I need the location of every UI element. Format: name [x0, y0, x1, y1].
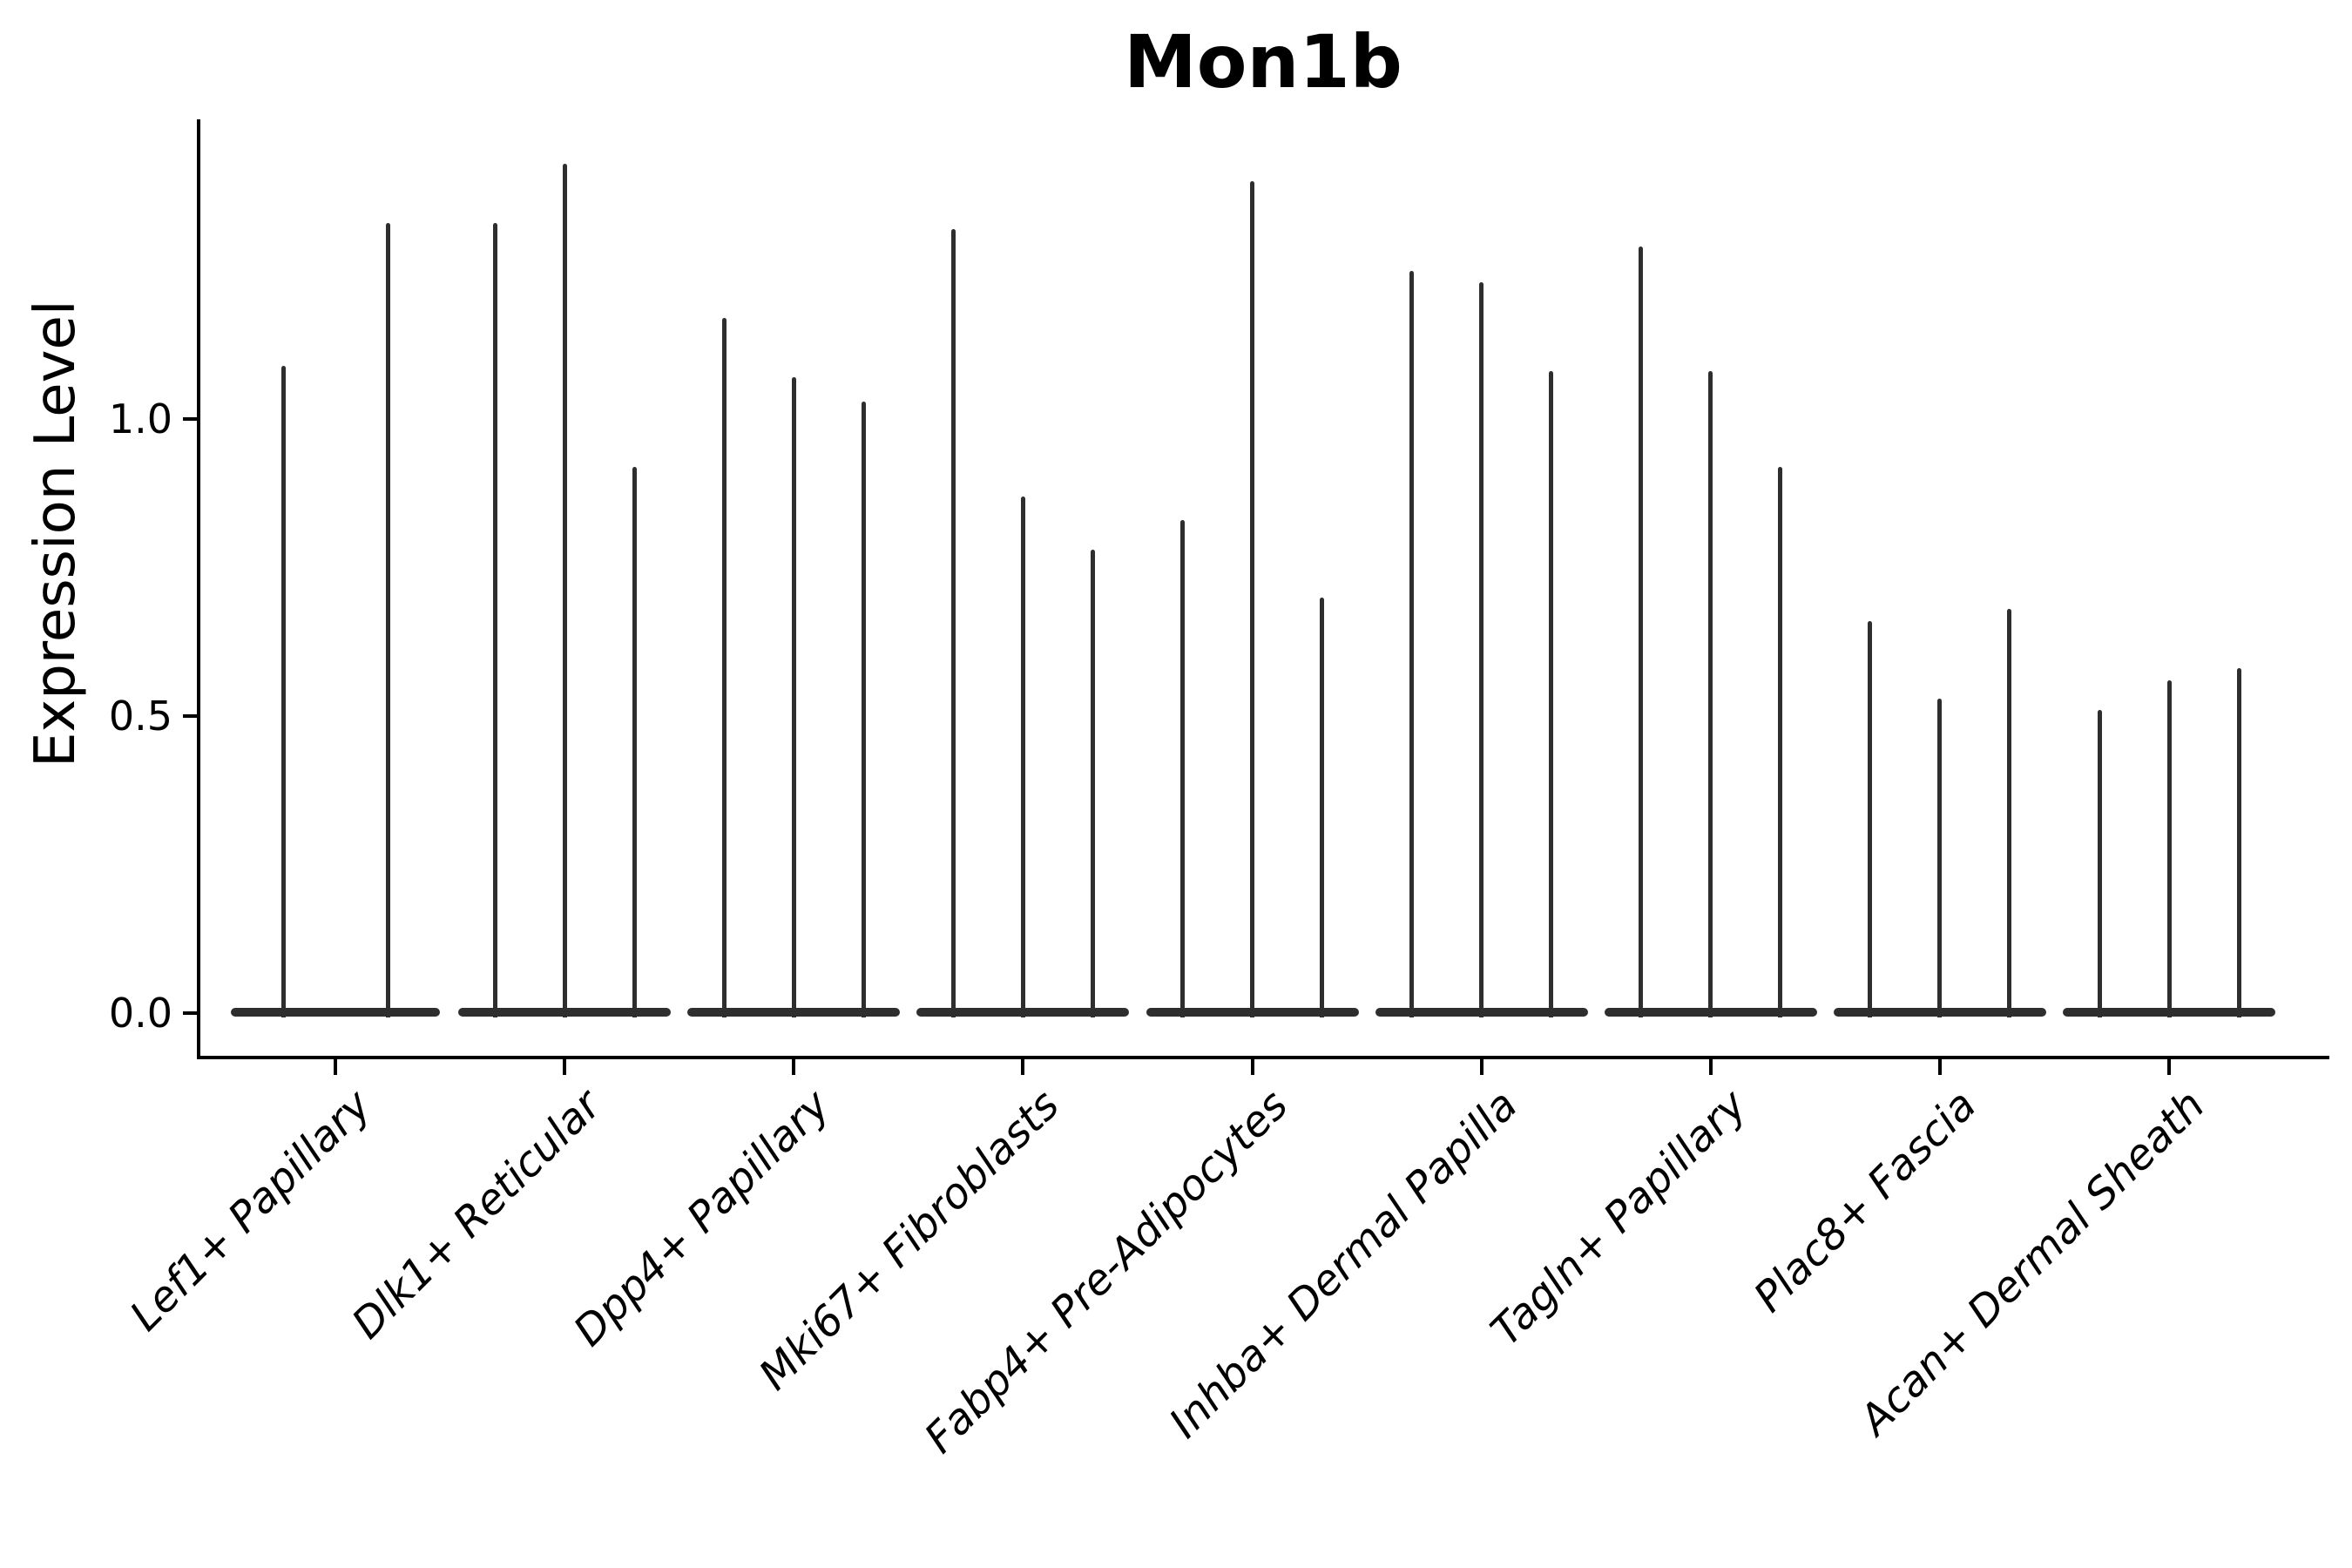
y-tick-mark [183, 1011, 199, 1015]
violin-spike [1708, 371, 1713, 1017]
x-tick-label: Plac8+ Fascia [1744, 1080, 1986, 1322]
x-tick-label: Lef1+ Papillary [121, 1080, 382, 1341]
violin-spike [861, 401, 866, 1017]
violin-spike [632, 466, 637, 1017]
violin-spike [721, 318, 727, 1017]
violin-spike [1639, 247, 1644, 1017]
violin-spike [2236, 668, 2241, 1017]
violin-spike [1020, 496, 1025, 1017]
x-tick-label: Tagln+ Papillary [1481, 1080, 1756, 1355]
y-tick-label: 1.0 [108, 395, 172, 443]
x-tick-label: Dpp4+ Papillary [564, 1080, 840, 1356]
violin-base [231, 1008, 440, 1017]
x-tick-mark [334, 1059, 337, 1075]
x-tick-mark [1937, 1059, 1942, 1075]
y-tick-label: 0.5 [108, 693, 172, 740]
x-tick-label: Dlk1+ Reticular [342, 1080, 611, 1348]
violin-spike [1479, 282, 1484, 1017]
violin-spike [385, 222, 390, 1017]
plot-title: Mon1b [1124, 19, 1402, 105]
violin-spike [791, 377, 796, 1017]
x-tick-mark [563, 1059, 567, 1075]
violin-spike [2007, 609, 2012, 1017]
x-axis-spine [197, 1056, 2329, 1059]
x-tick-mark [2167, 1059, 2171, 1075]
y-axis-label: Expression Level [24, 300, 88, 767]
y-tick-label: 0.0 [108, 990, 172, 1037]
violin-spike [1549, 371, 1554, 1017]
violin-spike [280, 365, 286, 1017]
violin-spike [1937, 698, 1943, 1017]
y-tick-mark [183, 714, 199, 718]
violin-spike [2166, 680, 2172, 1017]
violin-spike [1320, 597, 1324, 1017]
x-tick-label: Fabp4+ Pre-Adipocytes [916, 1080, 1298, 1463]
violin-spike [950, 228, 956, 1017]
x-tick-mark [792, 1059, 796, 1075]
y-tick-mark [183, 417, 199, 421]
violin-spike [1180, 519, 1185, 1017]
violin-spike [1250, 181, 1254, 1017]
violin-spike [1409, 270, 1415, 1017]
x-tick-mark [1250, 1059, 1254, 1075]
violin-spike [492, 222, 497, 1017]
violin-spike [1868, 620, 1873, 1017]
violin-spike [2097, 710, 2102, 1017]
x-tick-mark [1479, 1059, 1484, 1075]
x-tick-mark [1708, 1059, 1713, 1075]
violin-spike [1778, 466, 1783, 1017]
x-tick-mark [1021, 1059, 1025, 1075]
violin-spike [562, 163, 567, 1017]
y-axis-spine [197, 119, 200, 1059]
violin-spike [1090, 550, 1095, 1017]
